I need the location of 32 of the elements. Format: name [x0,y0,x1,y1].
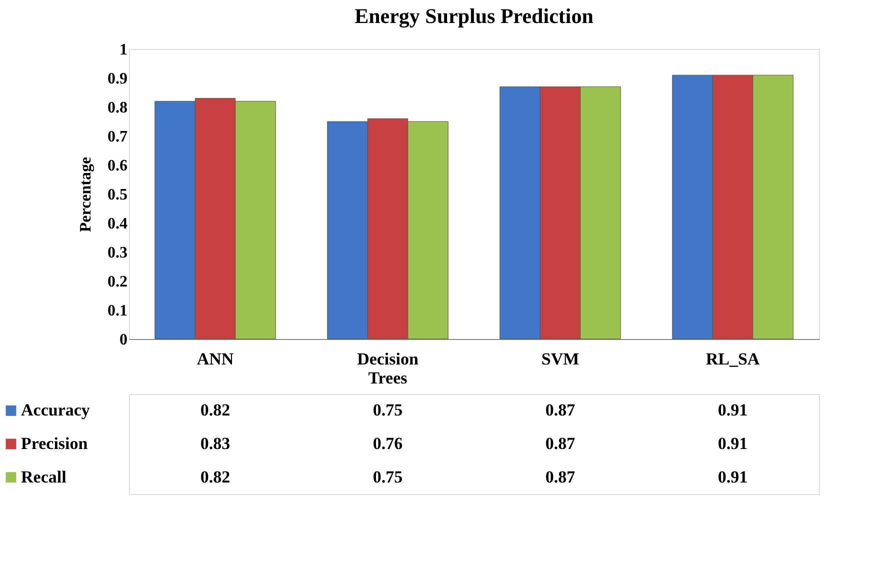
legend-label: Recall [21,467,67,486]
chart-title: Energy Surplus Prediction [354,4,594,28]
y-tick-label: 0.3 [108,244,128,262]
y-tick-label: 0.8 [108,100,128,116]
data-label: 0.82 [200,400,230,420]
x-tick-label: RL_SA [706,350,760,368]
data-label: 0.91 [718,434,748,453]
data-label: 0.87 [545,400,576,420]
x-tick-label: Decision Trees [357,350,419,388]
data-label: 0.91 [718,400,748,420]
x-tick-label: ANN [196,350,234,368]
x-tick-label: SVM [541,350,580,368]
y-tick-label: 1 [120,42,128,58]
y-tick-label: 0.4 [108,216,128,232]
data-label: 0.75 [372,467,403,486]
y-tick-label: 0 [120,332,128,348]
y-tick-label: 0.1 [108,302,128,320]
data-label: 0.82 [200,467,230,486]
y-tick-label: 0.6 [108,158,128,174]
legend-label: Accuracy [21,400,90,420]
data-label: 0.87 [545,467,576,486]
data-label: 0.75 [372,400,403,420]
y-tick-label: 0.7 [108,128,128,146]
y-tick-label: 0.2 [108,274,128,290]
legend-label: Precision [21,434,88,453]
y-tick-label: 0.5 [108,186,128,204]
y-axis-title: Percentage [78,156,94,232]
data-label: 0.83 [200,434,230,453]
data-label: 0.87 [545,434,576,453]
data-label: 0.91 [718,467,748,486]
data-label: 0.76 [372,434,403,453]
y-tick-label: 0.9 [108,70,128,88]
